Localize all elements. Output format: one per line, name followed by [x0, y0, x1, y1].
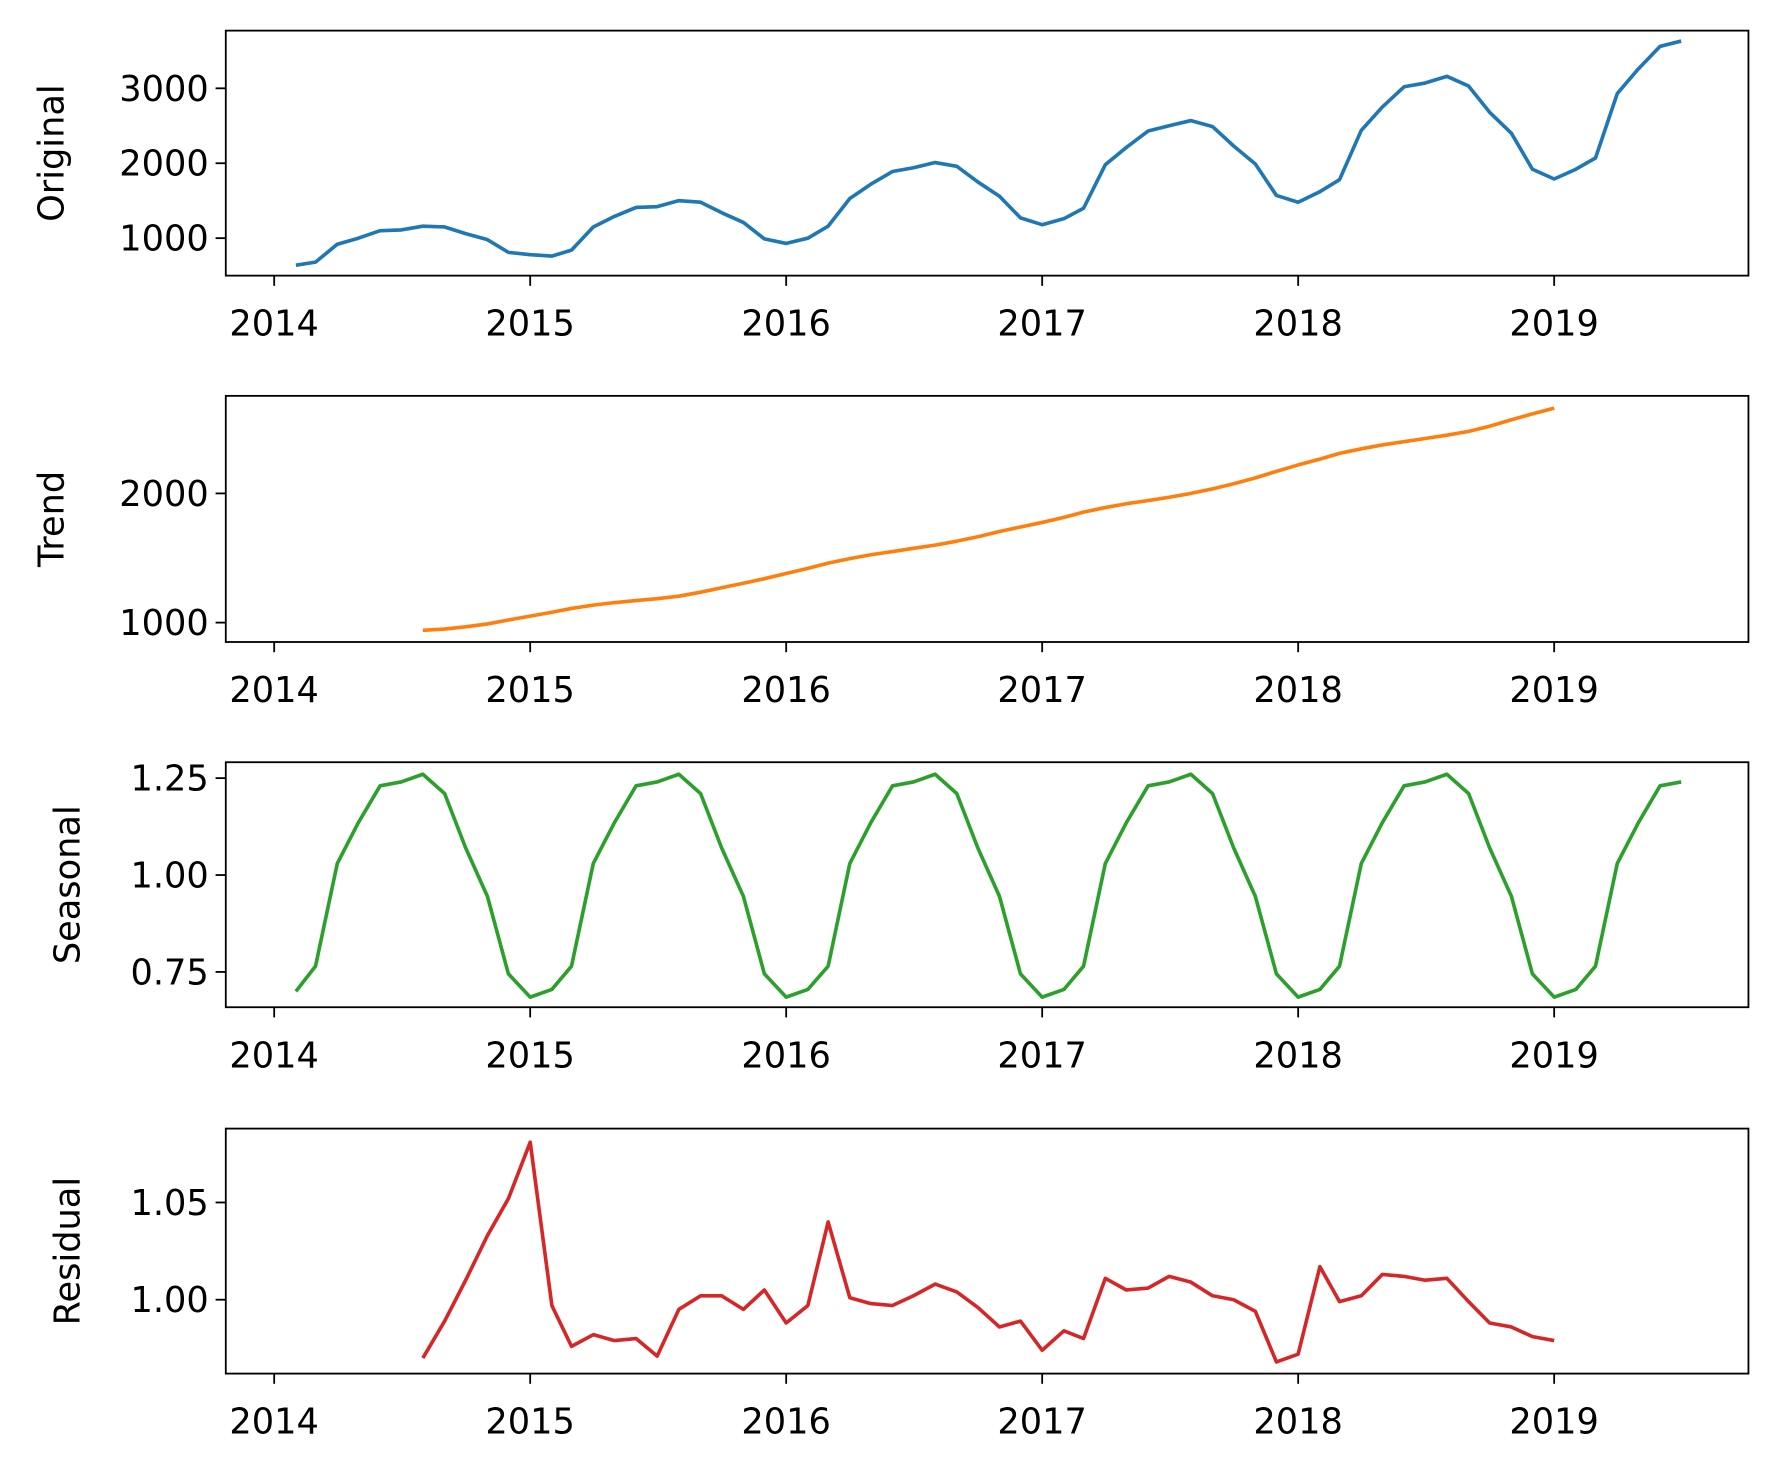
y-tick-label: 0.75: [130, 952, 208, 993]
x-tick-label: 2014: [229, 304, 318, 345]
x-tick-label: 2014: [229, 1402, 318, 1443]
y-tick-label: 1.00: [130, 1280, 208, 1321]
x-tick-label: 2019: [1509, 1035, 1598, 1076]
y-tick-label: 1000: [119, 603, 208, 644]
x-tick-label: 2018: [1253, 670, 1342, 711]
axes-frame: [224, 29, 1750, 277]
x-tick-label: 2017: [997, 1402, 1086, 1443]
x-tick-label: 2015: [485, 304, 574, 345]
y-axis-label: Seasonal: [47, 805, 88, 964]
y-tick-label: 1000: [119, 219, 208, 260]
x-tick-label: 2018: [1253, 304, 1342, 345]
x-tick-label: 2019: [1509, 1402, 1598, 1443]
x-tick-label: 2018: [1253, 1402, 1342, 1443]
x-tick-label: 2015: [485, 1402, 574, 1443]
x-tick-label: 2017: [997, 670, 1086, 711]
series-line-original: [295, 39, 1682, 267]
x-tick-label: 2014: [229, 670, 318, 711]
y-tick-label: 1.05: [130, 1183, 208, 1224]
x-tick-label: 2018: [1253, 1035, 1342, 1076]
series-line-seasonal: [294, 772, 1682, 999]
x-tick-label: 2014: [229, 1035, 318, 1076]
y-tick-label: 1.25: [130, 759, 208, 800]
x-tick-label: 2016: [741, 670, 830, 711]
series-line-residual: [421, 1140, 1555, 1364]
axes-frame: [224, 761, 1750, 1009]
series-line-trend: [422, 406, 1555, 633]
y-tick-label: 1.00: [130, 856, 208, 897]
x-tick-label: 2016: [741, 1035, 830, 1076]
x-tick-label: 2019: [1509, 670, 1598, 711]
x-tick-label: 2015: [485, 1035, 574, 1076]
y-axis-label: Residual: [47, 1177, 88, 1325]
y-axis-label: Original: [32, 84, 73, 222]
x-tick-label: 2017: [997, 304, 1086, 345]
y-tick-label: 3000: [119, 69, 208, 110]
axes-frame: [224, 394, 1750, 643]
x-tick-label: 2015: [485, 670, 574, 711]
x-tick-label: 2017: [997, 1035, 1086, 1076]
x-tick-label: 2019: [1509, 304, 1598, 345]
y-tick-label: 2000: [119, 144, 208, 185]
y-axis-label: Trend: [32, 471, 73, 568]
axes-frame: [224, 1127, 1750, 1375]
x-tick-label: 2016: [741, 1402, 830, 1443]
y-tick-label: 2000: [119, 474, 208, 515]
x-tick-label: 2016: [741, 304, 830, 345]
